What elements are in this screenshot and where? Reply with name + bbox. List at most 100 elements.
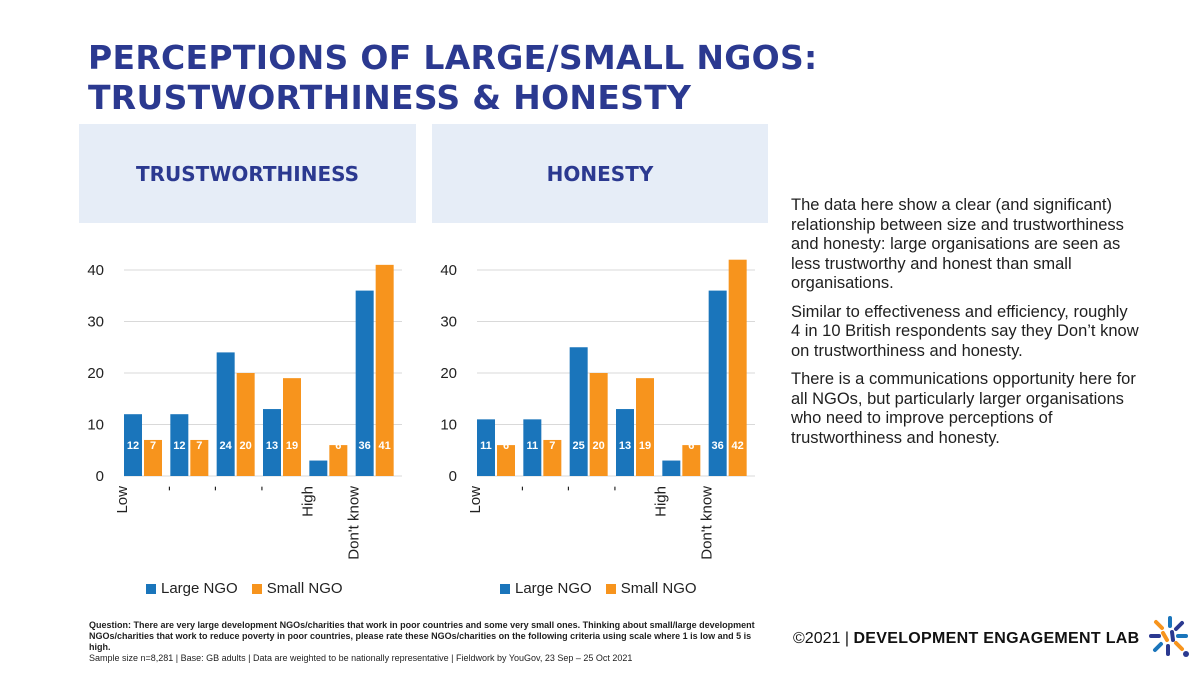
page-title-line-1: PERCEPTIONS OF LARGE/SMALL NGOS: <box>88 38 818 77</box>
data-label: 7 <box>196 440 202 452</box>
y-tick-label: 40 <box>440 262 457 279</box>
bar-large-ngo <box>170 414 189 476</box>
footnote-question: Question: There are very large developme… <box>89 620 755 652</box>
copyright: ©2021 | DEVELOPMENT ENGAGEMENT LAB <box>793 630 1139 648</box>
legend-swatch-small <box>251 583 262 594</box>
x-category-label: High <box>652 486 669 517</box>
dev-engagement-lab-logo-icon <box>1149 616 1189 657</box>
commentary-paragraph: Similar to effectiveness and efficiency,… <box>791 302 1139 360</box>
legend-item-small: Small NGO <box>605 580 697 597</box>
x-category-label: - <box>160 486 177 491</box>
legend-swatch-small <box>605 583 616 594</box>
data-label: 25 <box>573 440 585 452</box>
y-tick-label: 10 <box>87 417 104 434</box>
data-label: 20 <box>593 440 605 452</box>
data-label: 19 <box>286 440 298 452</box>
y-tick-label: 30 <box>440 314 457 331</box>
copyright-prefix: ©2021 | <box>793 630 854 647</box>
legend-swatch-large <box>146 583 156 594</box>
x-category-label: - <box>606 486 623 491</box>
data-label: 7 <box>150 440 156 452</box>
x-category-label: High <box>299 486 316 517</box>
data-label: 6 <box>688 440 694 452</box>
data-label: 13 <box>619 440 631 452</box>
x-category-label: Low <box>114 486 131 514</box>
legend-swatch-large <box>500 583 510 594</box>
bar-large-ngo <box>216 352 235 476</box>
bar-large-ngo <box>662 460 681 476</box>
y-tick-label: 0 <box>96 468 104 485</box>
bar-small-ngo <box>375 264 394 476</box>
bar-large-ngo <box>124 414 142 476</box>
data-label: 36 <box>359 440 371 452</box>
page-title: PERCEPTIONS OF LARGE/SMALL NGOS: TRUSTWO… <box>88 38 848 118</box>
bar-small-ngo <box>497 445 515 476</box>
page-title-line-2: TRUSTWORTHINESS & HONESTY <box>88 78 692 117</box>
trustworthiness-legend: Large NGO Small NGO <box>146 580 357 597</box>
bar-large-ngo <box>263 409 281 476</box>
bar-large-ngo <box>309 460 328 476</box>
y-tick-label: 0 <box>449 468 457 485</box>
data-label: 36 <box>712 440 724 452</box>
bar-small-ngo <box>728 259 747 476</box>
legend-label-large: Large NGO <box>161 580 238 597</box>
trustworthiness-chart-title: TRUSTWORTHINESS <box>135 161 360 186</box>
data-label: 12 <box>173 440 185 452</box>
legend-item-small: Small NGO <box>251 580 343 597</box>
data-label: 13 <box>266 440 278 452</box>
y-tick-label: 20 <box>87 365 104 382</box>
x-category-label: - <box>560 486 577 491</box>
commentary-text: The data here show a clear (and signific… <box>791 196 1141 457</box>
bar-large-ngo <box>616 409 634 476</box>
legend-item-large: Large NGO <box>146 580 238 597</box>
y-tick-label: 10 <box>440 417 457 434</box>
bar-small-ngo <box>589 373 608 476</box>
data-label: 3 <box>315 440 321 452</box>
x-category-label: - <box>207 486 224 491</box>
x-category-label: Don't know <box>699 486 716 560</box>
footnote: Question: There are very large developme… <box>89 620 759 664</box>
honesty-legend: Large NGO Small NGO <box>500 580 711 597</box>
honesty-panel-header: HONESTY <box>432 124 768 223</box>
data-label: 19 <box>639 440 651 452</box>
bar-small-ngo <box>329 445 348 476</box>
data-label: 24 <box>220 440 233 452</box>
bar-large-ngo <box>355 290 374 476</box>
y-tick-label: 20 <box>440 365 457 382</box>
bar-small-ngo <box>636 378 654 476</box>
legend-label-large: Large NGO <box>515 580 592 597</box>
x-category-label: - <box>513 486 530 491</box>
legend-label-small: Small NGO <box>620 580 697 597</box>
legend-item-large: Large NGO <box>500 580 592 597</box>
data-label: 6 <box>503 440 509 452</box>
data-label: 12 <box>127 440 139 452</box>
data-label: 11 <box>527 440 539 452</box>
bar-small-ngo <box>236 373 255 476</box>
commentary-paragraph: There is a communications opportunity he… <box>791 370 1136 447</box>
bar-small-ngo <box>144 439 162 476</box>
bar-large-ngo <box>569 347 588 476</box>
copyright-org: DEVELOPMENT ENGAGEMENT LAB <box>853 630 1140 647</box>
x-category-label: Don't know <box>346 486 363 560</box>
data-label: 6 <box>335 440 341 452</box>
y-tick-label: 40 <box>87 262 104 279</box>
data-label: 11 <box>480 440 492 452</box>
commentary-paragraph: The data here show a clear (and signific… <box>791 196 1124 292</box>
bar-large-ngo <box>477 419 495 476</box>
bar-small-ngo <box>190 439 209 476</box>
x-category-label: - <box>253 486 270 491</box>
footnote-sample: Sample size n=8,281 | Base: GB adults | … <box>89 653 633 663</box>
bar-large-ngo <box>708 290 727 476</box>
trustworthiness-panel-header: TRUSTWORTHINESS <box>79 124 416 223</box>
legend-label-small: Small NGO <box>266 580 343 597</box>
data-label: 3 <box>668 440 674 452</box>
bar-small-ngo <box>283 378 301 476</box>
x-category-label: Low <box>467 486 484 514</box>
data-label: 42 <box>732 440 744 452</box>
honesty-chart-title: HONESTY <box>546 161 654 186</box>
bar-small-ngo <box>543 439 562 476</box>
y-tick-label: 30 <box>87 314 104 331</box>
bar-small-ngo <box>682 445 701 476</box>
